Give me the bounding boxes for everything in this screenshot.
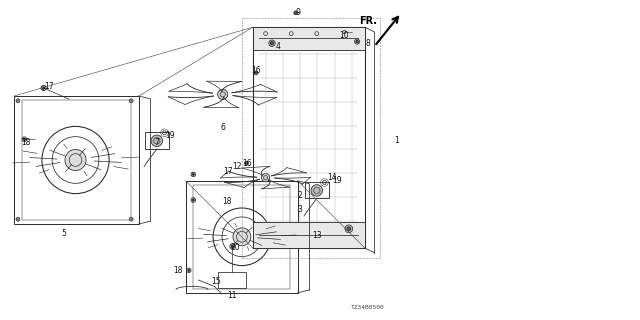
Bar bbox=[242, 18, 380, 258]
Text: 19: 19 bbox=[332, 176, 342, 185]
Circle shape bbox=[192, 199, 195, 201]
Circle shape bbox=[294, 11, 298, 15]
Bar bbox=[305, 182, 329, 198]
Text: 2: 2 bbox=[297, 191, 302, 200]
Circle shape bbox=[244, 161, 248, 165]
Text: 18: 18 bbox=[223, 197, 232, 206]
Circle shape bbox=[16, 99, 20, 103]
Circle shape bbox=[262, 173, 269, 182]
Text: 17: 17 bbox=[223, 167, 234, 176]
Circle shape bbox=[16, 217, 20, 221]
Circle shape bbox=[270, 42, 274, 45]
Text: 9: 9 bbox=[295, 8, 300, 17]
Text: 18: 18 bbox=[173, 266, 182, 275]
Text: 13: 13 bbox=[312, 231, 322, 240]
Text: FR.: FR. bbox=[359, 16, 377, 26]
Circle shape bbox=[188, 269, 189, 271]
Circle shape bbox=[311, 185, 323, 196]
Bar bbox=[145, 132, 169, 149]
Text: 5: 5 bbox=[61, 229, 67, 238]
Circle shape bbox=[42, 87, 45, 89]
Text: TZ34B0500: TZ34B0500 bbox=[351, 305, 385, 310]
Text: 12: 12 bbox=[232, 162, 241, 171]
Text: 16: 16 bbox=[251, 66, 261, 75]
Text: 3: 3 bbox=[297, 205, 302, 214]
Text: 19: 19 bbox=[164, 132, 175, 140]
Circle shape bbox=[254, 71, 258, 75]
Circle shape bbox=[151, 135, 163, 147]
Bar bbox=[253, 27, 365, 50]
Text: 20: 20 bbox=[230, 244, 240, 252]
Text: 7: 7 bbox=[154, 138, 159, 147]
Text: 18: 18 bbox=[21, 138, 30, 147]
Circle shape bbox=[356, 40, 358, 43]
Bar bbox=[193, 185, 290, 289]
Bar bbox=[186, 181, 298, 293]
Bar bbox=[22, 100, 131, 220]
Text: 4: 4 bbox=[276, 42, 281, 51]
Bar bbox=[253, 222, 365, 248]
Circle shape bbox=[218, 89, 228, 100]
Circle shape bbox=[269, 40, 275, 46]
Text: 16: 16 bbox=[242, 159, 252, 168]
Text: 11: 11 bbox=[228, 292, 237, 300]
Circle shape bbox=[129, 217, 133, 221]
Text: 1: 1 bbox=[394, 136, 399, 145]
Circle shape bbox=[345, 225, 353, 233]
Bar bbox=[218, 272, 246, 288]
Text: 17: 17 bbox=[44, 82, 54, 91]
Circle shape bbox=[129, 99, 133, 103]
Circle shape bbox=[347, 227, 351, 231]
Text: 8: 8 bbox=[365, 39, 371, 48]
Text: 14: 14 bbox=[326, 173, 337, 182]
Circle shape bbox=[233, 228, 251, 246]
Circle shape bbox=[65, 149, 86, 171]
Text: 6: 6 bbox=[220, 124, 225, 132]
Text: 10: 10 bbox=[339, 31, 349, 40]
Circle shape bbox=[192, 173, 195, 175]
Circle shape bbox=[231, 245, 234, 248]
Bar bbox=[253, 27, 365, 248]
Circle shape bbox=[23, 138, 26, 140]
Bar bbox=[14, 96, 139, 224]
Text: 15: 15 bbox=[211, 277, 221, 286]
